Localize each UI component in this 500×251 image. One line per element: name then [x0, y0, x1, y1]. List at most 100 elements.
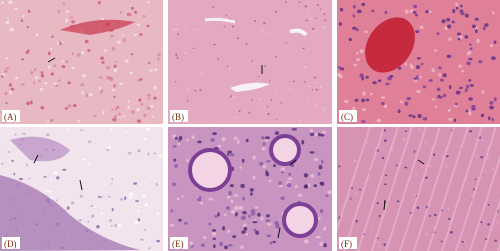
- cell: [476, 39, 480, 44]
- cell: [315, 17, 317, 19]
- cell: [85, 93, 89, 97]
- cell: [468, 97, 473, 101]
- cell: [122, 38, 126, 43]
- cell: [459, 9, 464, 13]
- cell: [175, 28, 177, 31]
- cell: [5, 21, 10, 25]
- cell: [217, 57, 219, 60]
- cell: [265, 219, 271, 222]
- cell: [272, 76, 275, 78]
- panel-label: (E): [172, 239, 184, 249]
- cell: [241, 158, 245, 163]
- cell: [280, 102, 283, 104]
- cell: [58, 79, 61, 82]
- cell: [314, 103, 317, 106]
- cell: [147, 152, 150, 156]
- cell: [40, 73, 45, 78]
- cell: [245, 233, 248, 236]
- cell: [222, 226, 226, 231]
- cell: [262, 142, 266, 146]
- cell: [20, 83, 25, 86]
- cell: [109, 128, 113, 131]
- cell: [80, 129, 84, 132]
- cell: [298, 119, 301, 122]
- cell: [232, 235, 237, 239]
- cell: [415, 65, 421, 70]
- cell: [322, 109, 325, 112]
- panel-label: (F): [341, 239, 352, 249]
- cell: [314, 76, 317, 79]
- cell: [464, 13, 469, 18]
- cell: [88, 93, 93, 97]
- cell: [247, 214, 251, 218]
- cell: [424, 176, 428, 179]
- cell: [344, 99, 349, 104]
- cell: [61, 65, 66, 69]
- cell: [491, 56, 496, 61]
- cell: [151, 115, 154, 118]
- cell: [251, 60, 254, 62]
- cell: [308, 85, 311, 87]
- cell: [448, 118, 453, 121]
- cell: [66, 206, 70, 210]
- cell: [250, 209, 256, 214]
- cell: [101, 61, 105, 64]
- vessel: [230, 82, 270, 92]
- cell: [57, 9, 61, 14]
- cell: [212, 132, 218, 136]
- cell: [266, 234, 272, 238]
- cell: [202, 8, 204, 10]
- cell: [112, 118, 117, 122]
- cell: [480, 221, 483, 224]
- cell: [183, 221, 188, 225]
- cell: [285, 42, 288, 44]
- cell: [447, 24, 452, 29]
- cell: [434, 213, 437, 217]
- cell: [268, 179, 272, 183]
- cell: [416, 90, 421, 94]
- cell: [198, 65, 201, 67]
- cell: [250, 192, 253, 196]
- cell: [274, 131, 279, 136]
- cell: [418, 128, 422, 130]
- cell: [309, 151, 315, 154]
- cell: [376, 118, 382, 123]
- cell: [415, 30, 420, 34]
- cell: [38, 80, 41, 83]
- cell: [97, 1, 101, 5]
- cell: [69, 16, 74, 19]
- cell: [172, 145, 177, 148]
- cell: [109, 219, 113, 223]
- cell: [209, 60, 212, 63]
- cell: [484, 23, 489, 27]
- cell: [310, 128, 313, 133]
- cell: [323, 13, 326, 15]
- cell: [93, 115, 96, 118]
- cell: [212, 6, 215, 8]
- cell: [213, 43, 216, 46]
- cell: [226, 153, 230, 156]
- cell: [238, 205, 244, 210]
- cell: [73, 104, 77, 108]
- cell: [66, 10, 69, 13]
- cell: [261, 136, 265, 140]
- cell: [11, 159, 14, 163]
- cell: [377, 79, 382, 83]
- cell: [315, 235, 321, 239]
- cell: [99, 86, 102, 91]
- cell: [211, 229, 217, 232]
- cell: [32, 81, 36, 85]
- cell: [137, 218, 141, 222]
- cell: [446, 54, 452, 58]
- cell: [320, 159, 324, 164]
- cell: [287, 177, 293, 181]
- cell: [384, 139, 387, 142]
- cell: [124, 59, 129, 63]
- cell: [472, 107, 475, 111]
- cell: [432, 98, 435, 101]
- cell: [461, 240, 464, 243]
- label-bg: [2, 110, 20, 122]
- cell: [433, 49, 438, 52]
- cell: [384, 174, 388, 177]
- cell: [9, 27, 14, 32]
